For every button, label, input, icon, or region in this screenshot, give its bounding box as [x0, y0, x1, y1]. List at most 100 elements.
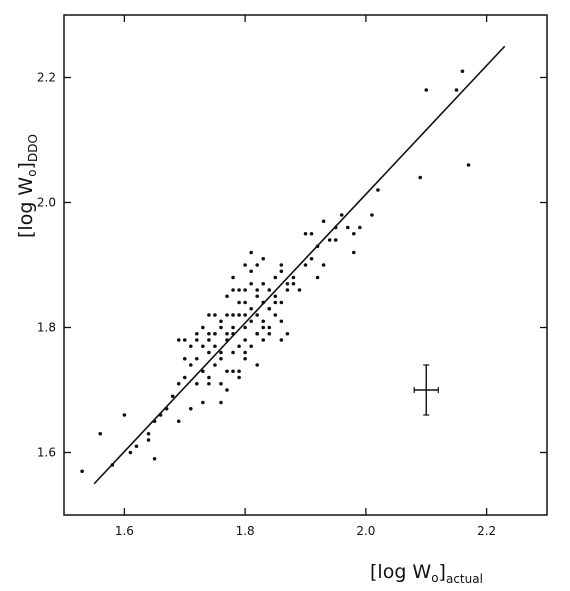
data-point	[285, 331, 290, 336]
data-point	[207, 381, 211, 386]
data-point	[231, 331, 235, 336]
data-point	[207, 338, 211, 342]
data-point	[188, 406, 193, 411]
data-point	[237, 369, 241, 374]
data-point	[267, 325, 272, 330]
y-axis-title-sub: DDO	[26, 134, 40, 162]
data-point	[249, 344, 253, 349]
data-point	[98, 431, 103, 436]
data-point	[213, 344, 217, 349]
data-point	[261, 319, 266, 324]
data-point	[176, 381, 181, 386]
x-tick-labels: 1.6 1.8 2.0 2.2	[115, 524, 496, 538]
data-point	[219, 400, 223, 405]
data-point	[243, 338, 247, 342]
data-point	[231, 369, 235, 374]
data-point	[273, 275, 278, 280]
data-point	[152, 419, 157, 424]
x-tick-label: 2.2	[477, 524, 496, 538]
data-point	[231, 288, 235, 292]
data-point	[219, 356, 223, 361]
x-axis-title-close: ]	[439, 561, 446, 583]
data-point	[225, 331, 229, 336]
data-point	[333, 238, 338, 242]
data-point	[231, 350, 235, 355]
data-point	[237, 288, 241, 292]
y-tick-label: 1.8	[37, 321, 56, 335]
data-point	[164, 406, 169, 411]
data-point	[466, 163, 471, 167]
data-point	[219, 350, 223, 355]
data-point	[182, 375, 187, 380]
data-point	[249, 269, 253, 274]
data-point	[219, 381, 223, 386]
tick-marks	[64, 15, 547, 515]
data-point	[279, 300, 284, 305]
data-point	[146, 431, 151, 436]
data-point	[170, 394, 175, 399]
y-axis-title-sub-o: o	[25, 169, 39, 176]
data-point	[182, 356, 187, 361]
data-point	[231, 325, 235, 330]
data-point	[255, 313, 259, 317]
data-point	[195, 381, 199, 386]
data-point	[255, 363, 259, 367]
data-point	[182, 338, 187, 342]
data-point	[225, 369, 229, 374]
data-point	[237, 344, 241, 349]
data-point	[261, 300, 266, 305]
data-point	[213, 363, 217, 367]
data-point	[128, 450, 133, 455]
data-point	[297, 288, 302, 292]
regression-line	[93, 45, 506, 485]
data-point	[213, 331, 217, 336]
data-point	[315, 244, 320, 249]
data-point	[188, 363, 193, 367]
data-point	[207, 375, 211, 380]
data-point	[333, 225, 338, 230]
data-point	[424, 88, 429, 92]
data-point	[231, 313, 235, 317]
data-point	[273, 300, 278, 305]
y-tick-label: 2.2	[37, 71, 56, 85]
data-point	[225, 313, 229, 317]
data-point	[291, 281, 296, 286]
data-point	[273, 313, 278, 317]
data-point	[370, 213, 374, 217]
data-point	[195, 338, 199, 342]
data-point	[267, 288, 272, 292]
data-point	[201, 325, 205, 330]
data-point	[255, 294, 259, 299]
data-point	[188, 344, 193, 349]
y-tick-label: 2.0	[37, 196, 56, 210]
y-axis-title-main: [log W	[15, 177, 37, 238]
x-tick-label: 1.6	[115, 524, 134, 538]
data-point	[176, 338, 181, 342]
data-point	[279, 338, 284, 342]
data-point	[321, 219, 326, 224]
data-point	[418, 175, 423, 180]
data-point	[267, 306, 272, 311]
data-point	[243, 356, 247, 361]
plot-frame	[63, 14, 548, 516]
data-point	[285, 281, 290, 286]
data-point	[195, 356, 199, 361]
data-point	[249, 281, 253, 286]
data-point	[279, 263, 284, 267]
data-point	[327, 238, 332, 242]
data-point	[225, 294, 229, 299]
data-point	[255, 288, 259, 292]
data-point	[321, 263, 326, 267]
x-axis-title: [log Wo]actual	[370, 561, 483, 586]
data-point	[291, 275, 296, 280]
data-point	[261, 338, 266, 342]
data-point	[358, 225, 362, 230]
data-point	[309, 256, 314, 261]
y-axis-title: [log Wo]DDO	[15, 134, 40, 238]
data-point	[249, 306, 253, 311]
data-point	[352, 231, 356, 236]
x-axis-title-sub: actual	[446, 572, 483, 586]
data-point	[201, 400, 205, 405]
data-point	[201, 369, 205, 374]
